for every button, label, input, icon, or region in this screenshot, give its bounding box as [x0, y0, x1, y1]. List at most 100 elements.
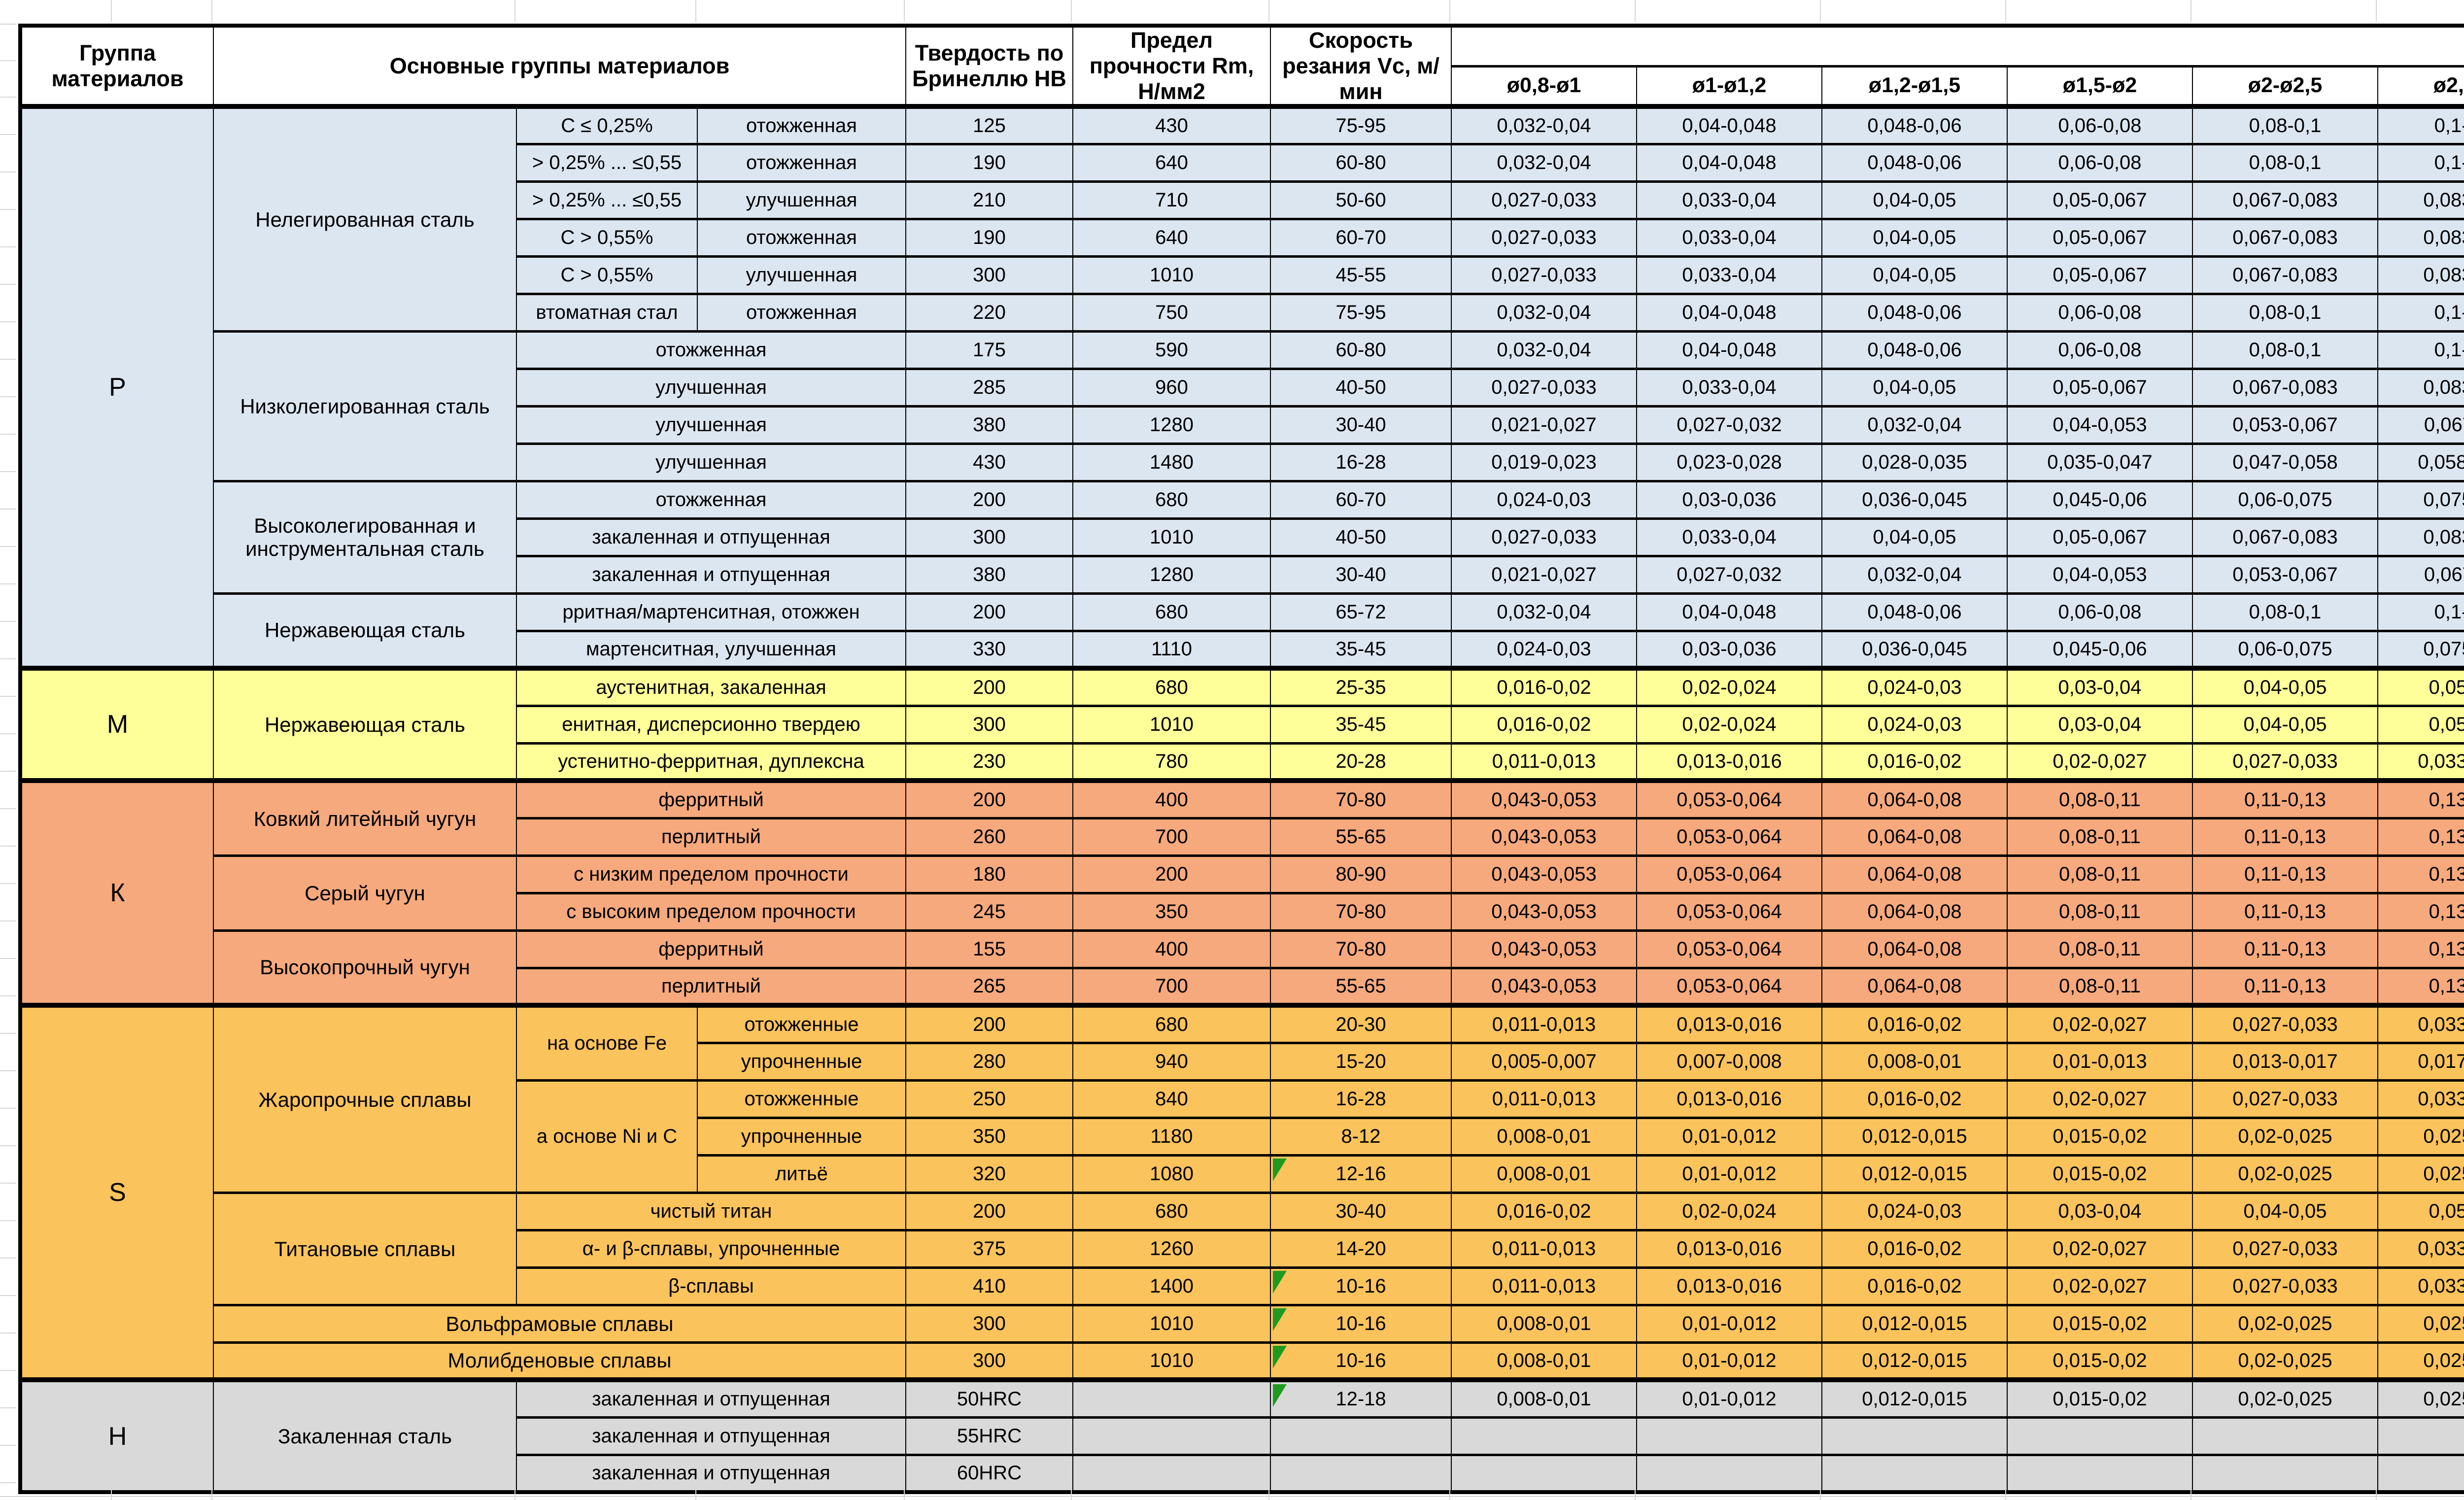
feed-cell[interactable]: 0,053-0,067	[2192, 554, 2378, 595]
feed-cell[interactable]: 0,032-0,04	[1451, 142, 1637, 183]
feed-cell[interactable]: 0,036-0,045	[1821, 479, 2008, 520]
feed-cell[interactable]: 0,06-0,08	[2007, 292, 2193, 333]
strength-cell[interactable]: 1110	[1072, 629, 1271, 670]
feed-cell[interactable]: 0,11-0,13	[2192, 891, 2378, 932]
material-sub-cell[interactable]: C > 0,55%	[516, 217, 698, 258]
strength-cell[interactable]: 200	[1072, 854, 1271, 894]
material-family-cell[interactable]: Молибденовые сплавы	[213, 1341, 906, 1381]
feed-cell[interactable]: 0,015-0,02	[2007, 1341, 2193, 1381]
strength-cell[interactable]: 1010	[1072, 1303, 1271, 1344]
feed-cell[interactable]: 0,04-0,048	[1636, 142, 1822, 183]
cutting-speed-cell[interactable]: 70-80	[1270, 891, 1452, 932]
feed-cell[interactable]: 0,032-0,04	[1821, 405, 2008, 445]
feed-cell[interactable]: 0,021-0,027	[1451, 405, 1637, 445]
feed-cell[interactable]: 0,067-0,11	[2377, 405, 2464, 445]
feed-cell[interactable]: 0,01-0,012	[1636, 1341, 1822, 1381]
cutting-speed-cell[interactable]: 10-16	[1270, 1341, 1452, 1381]
feed-cell[interactable]: 0,048-0,06	[1821, 592, 2008, 632]
cutting-speed-cell[interactable]: 30-40	[1270, 554, 1452, 595]
feed-cell[interactable]: 0,033-0,053	[2377, 1003, 2464, 1044]
feed-cell[interactable]: 0,04-0,053	[2007, 554, 2193, 595]
feed-cell[interactable]: 0,033-0,053	[2377, 742, 2464, 782]
strength-cell[interactable]: 1010	[1072, 255, 1271, 295]
header-cell-group-header[interactable]: Группа материалов	[20, 25, 214, 108]
feed-cell[interactable]: 0,083-0,13	[2377, 180, 2464, 220]
strength-cell[interactable]: 700	[1072, 966, 1271, 1007]
feed-cell[interactable]: 0,08-0,1	[2192, 104, 2378, 145]
feed-cell[interactable]: 0,032-0,04	[1451, 330, 1637, 370]
header-cell-speed-header[interactable]: Скорость резания Vc, м/мин	[1270, 25, 1452, 108]
cutting-speed-cell[interactable]: 12-18	[1270, 1377, 1452, 1419]
strength-cell[interactable]	[1072, 1377, 1271, 1419]
feed-cell[interactable]: 0,067-0,083	[2192, 255, 2378, 295]
material-state-cell[interactable]: аустенитная, закаленная	[516, 666, 906, 707]
cutting-speed-cell[interactable]: 30-40	[1270, 1191, 1452, 1231]
material-state-cell[interactable]: упрочненные	[697, 1116, 906, 1157]
material-state-cell[interactable]: рритная/мартенситная, отожжен	[516, 592, 906, 632]
feed-cell[interactable]: 0,027-0,033	[2192, 742, 2378, 782]
feed-cell[interactable]: 0,021-0,027	[1451, 554, 1637, 595]
feed-cell[interactable]: 0,067-0,11	[2377, 554, 2464, 595]
feed-cell[interactable]: 0,016-0,02	[1821, 1228, 2008, 1269]
cutting-speed-cell[interactable]: 20-28	[1270, 742, 1452, 782]
feed-cell[interactable]: 0,03-0,036	[1636, 479, 1822, 520]
hardness-cell[interactable]: 180	[905, 854, 1073, 894]
feed-cell[interactable]: 0,027-0,032	[1636, 554, 1822, 595]
feed-cell[interactable]: 0,033-0,04	[1636, 517, 1822, 557]
header-cell-diameter[interactable]: ø0,8-ø1	[1451, 66, 1637, 109]
strength-cell[interactable]: 1260	[1072, 1228, 1271, 1269]
feed-cell[interactable]: 0,016-0,02	[1451, 704, 1637, 745]
material-state-cell[interactable]: ферритный	[516, 778, 906, 819]
group-letter-cell[interactable]: М	[20, 666, 214, 782]
feed-cell[interactable]: 0,067-0,083	[2192, 367, 2378, 408]
feed-cell[interactable]: 0,008-0,01	[1821, 1041, 2008, 1082]
feed-cell[interactable]: 0,06-0,075	[2192, 629, 2378, 670]
feed-cell[interactable]: 0,06-0,08	[2007, 592, 2193, 632]
hardness-cell[interactable]: 125	[905, 104, 1073, 145]
cutting-speed-cell[interactable]: 35-45	[1270, 704, 1452, 745]
feed-cell[interactable]: 0,02-0,024	[1636, 704, 1822, 745]
feed-cell[interactable]: 0,007-0,008	[1636, 1041, 1822, 1082]
cutting-speed-cell[interactable]: 60-80	[1270, 330, 1452, 370]
feed-cell[interactable]: 0,013-0,016	[1636, 1266, 1822, 1306]
feed-cell[interactable]: 0,016-0,02	[1451, 666, 1637, 707]
feed-cell[interactable]: 0,013-0,016	[1636, 742, 1822, 782]
feed-cell[interactable]: 0,032-0,04	[1451, 592, 1637, 632]
cutting-speed-cell[interactable]: 75-95	[1270, 292, 1452, 333]
hardness-cell[interactable]: 230	[905, 742, 1073, 782]
material-family-cell[interactable]: Высокопрочный чугун	[213, 929, 517, 1007]
cutting-speed-cell[interactable]: 50-60	[1270, 180, 1452, 220]
cutting-speed-cell[interactable]: 75-95	[1270, 104, 1452, 145]
feed-cell[interactable]: 0,043-0,053	[1451, 891, 1637, 932]
hardness-cell[interactable]: 265	[905, 966, 1073, 1007]
feed-cell[interactable]: 0,016-0,02	[1821, 1266, 2008, 1306]
feed-cell[interactable]: 0,027-0,033	[1451, 180, 1637, 220]
feed-cell[interactable]: 0,027-0,033	[1451, 517, 1637, 557]
material-family-cell[interactable]: Нержавеющая сталь	[213, 592, 517, 670]
header-cell-strength-header[interactable]: Предел прочности Rm, Н/мм2	[1072, 25, 1271, 108]
feed-cell[interactable]: 0,05-0,08	[2377, 704, 2464, 745]
strength-cell[interactable]: 1010	[1072, 1341, 1271, 1381]
feed-cell[interactable]: 0,02-0,027	[2007, 1228, 2193, 1269]
feed-cell[interactable]: 0,067-0,083	[2192, 180, 2378, 220]
feed-cell[interactable]: 0,016-0,02	[1821, 742, 2008, 782]
feed-cell[interactable]: 0,02-0,025	[2192, 1377, 2378, 1419]
hardness-cell[interactable]: 430	[905, 442, 1073, 482]
feed-cell[interactable]	[1451, 1416, 1637, 1456]
strength-cell[interactable]: 1400	[1072, 1266, 1271, 1306]
feed-cell[interactable]: 0,024-0,03	[1821, 704, 2008, 745]
feed-cell[interactable]: 0,067-0,083	[2192, 517, 2378, 557]
feed-cell[interactable]: 0,04-0,048	[1636, 292, 1822, 333]
strength-cell[interactable]: 1480	[1072, 442, 1271, 482]
header-cell-diameter[interactable]: ø1,5-ø2	[2007, 66, 2193, 109]
hardness-cell[interactable]: 250	[905, 1079, 1073, 1119]
feed-cell[interactable]: 0,036-0,045	[1821, 629, 2008, 670]
feed-cell[interactable]: 0,083-0,13	[2377, 367, 2464, 408]
strength-cell[interactable]: 350	[1072, 891, 1271, 932]
feed-cell[interactable]: 0,03-0,04	[2007, 704, 2193, 745]
feed-cell[interactable]: 0,08-0,1	[2192, 330, 2378, 370]
hardness-cell[interactable]: 375	[905, 1228, 1073, 1269]
feed-cell[interactable]: 0,053-0,064	[1636, 817, 1822, 857]
material-sub-cell[interactable]: на основе Fe	[516, 1003, 698, 1082]
feed-cell[interactable]: 0,05-0,067	[2007, 367, 2193, 408]
